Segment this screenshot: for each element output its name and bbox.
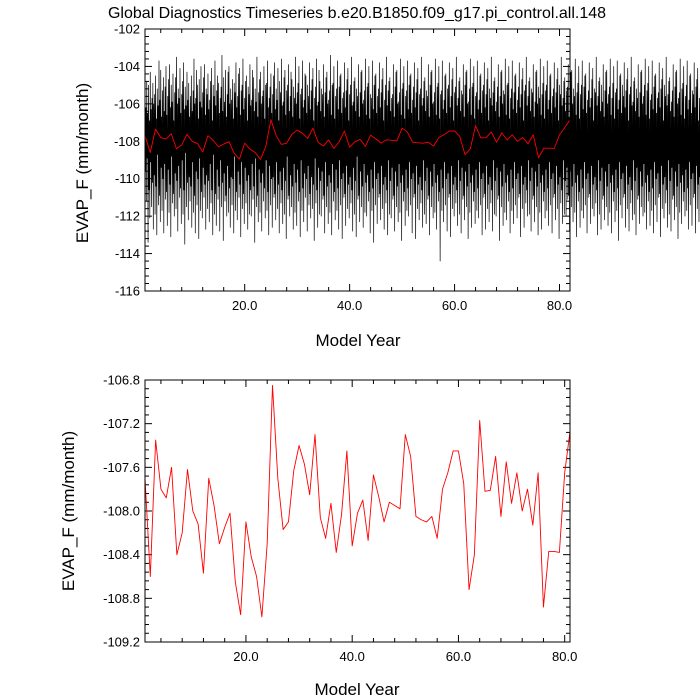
y-tick-label: -108.4 [103, 547, 140, 562]
y-tick-label: -109.2 [103, 635, 140, 650]
x-tick-label: 40.0 [340, 649, 365, 664]
y-tick-label: -102 [114, 22, 140, 37]
top-timeseries-panel: Global Diagnostics Timeseries b.e20.B185… [73, 5, 700, 350]
y-tick-label: -107.2 [103, 416, 140, 431]
y-tick-label: -108 [114, 134, 140, 149]
axis-ticks [145, 379, 570, 643]
x-tick-label: 20.0 [233, 649, 258, 664]
plot-frame [144, 379, 571, 643]
x-tick-label: 80.0 [547, 298, 572, 313]
y-tick-label: -106.8 [103, 373, 140, 388]
y-tick-label: -107.6 [103, 460, 140, 475]
x-tick-label: 40.0 [337, 298, 362, 313]
y-tick-label: -114 [115, 246, 140, 261]
y-tick-label: -108.0 [103, 504, 140, 519]
chart-title: Global Diagnostics Timeseries b.e20.B185… [108, 5, 606, 22]
x-tick-label: 80.0 [552, 649, 577, 664]
x-tick-label: 60.0 [446, 649, 471, 664]
tick-labels: -109.2 -108.8 -108.4 -108.0 -107.6 -107.2 -106… [103, 373, 577, 665]
y-axis-title: EVAP_F (mm/month) [59, 431, 78, 591]
plot-frame [144, 28, 571, 292]
annual-mean-series-line [144, 385, 571, 618]
annual-mean-series-line [144, 119, 571, 160]
y-tick-label: -108.8 [103, 591, 140, 606]
y-tick-label: -112 [115, 209, 140, 224]
monthly-series-line [144, 54, 700, 262]
y-tick-label: -104 [114, 59, 140, 74]
y-axis-title: EVAP_F (mm/month) [73, 83, 92, 243]
y-tick-label: -106 [114, 96, 140, 111]
series-group [144, 385, 571, 618]
x-axis-title: Model Year [314, 680, 399, 699]
x-tick-label: 60.0 [442, 298, 467, 313]
x-axis-title: Model Year [315, 331, 400, 350]
series-group [144, 54, 700, 262]
tick-labels: -116 -114 -112 -110 -108 -106 -104 -102 20.0 40.0… [114, 22, 572, 314]
y-tick-label: -110 [115, 171, 140, 186]
y-tick-label: -116 [115, 284, 140, 299]
bottom-annual-mean-panel: Model Year EVAP_F (mm/month) -109.2 -108.… [59, 373, 577, 700]
x-tick-label: 20.0 [232, 298, 257, 313]
